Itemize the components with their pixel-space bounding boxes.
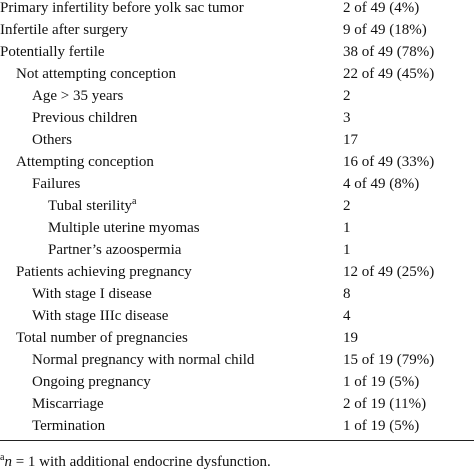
row-label: Normal pregnancy with normal child	[32, 350, 254, 370]
row-label-text: Age > 35 years	[32, 88, 124, 104]
row-label-text: Total number of pregnancies	[16, 330, 188, 346]
row-value: 38 of 49 (78%)	[343, 44, 435, 60]
row-label-text: Tubal sterility	[48, 198, 133, 214]
row-label-text: Miscarriage	[32, 396, 104, 412]
row-label-text: Normal pregnancy with normal child	[32, 352, 255, 368]
row-label-text: Attempting conception	[16, 154, 154, 170]
row-label-text: Patients achieving pregnancy	[16, 264, 192, 280]
row-label: Ongoing pregnancy	[32, 372, 151, 392]
row-label-text: With stage IIIc disease	[32, 308, 169, 324]
row-value: 4 of 49 (8%)	[343, 176, 420, 192]
row-label-text: Termination	[32, 418, 106, 434]
footnote-marker: a	[0, 452, 5, 463]
row-value: 3	[343, 110, 351, 126]
row-value: 2 of 49 (4%)	[343, 0, 420, 16]
row-label: Partner’s azoospermia	[48, 240, 181, 260]
row-label: Primary infertility before yolk sac tumo…	[0, 0, 244, 18]
row-label: Failures	[32, 174, 80, 194]
row-label: With stage I disease	[32, 284, 152, 304]
row-label: Potentially fertile	[0, 42, 105, 62]
row-value: 15 of 19 (79%)	[343, 352, 435, 368]
row-label: Termination	[32, 416, 105, 436]
row-label: Not attempting conception	[16, 64, 176, 84]
row-label: Multiple uterine myomas	[48, 218, 200, 238]
row-label: Tubal sterilitya	[48, 196, 137, 216]
row-label-text: Others	[32, 132, 72, 148]
row-label: Previous children	[32, 108, 137, 128]
row-label-marker: a	[132, 196, 137, 207]
row-value: 1 of 19 (5%)	[343, 418, 420, 434]
row-label-text: Infertile after surgery	[0, 22, 128, 38]
row-value: 16 of 49 (33%)	[343, 154, 435, 170]
row-label-text: Partner’s azoospermia	[48, 242, 182, 258]
row-label: Others	[32, 130, 72, 150]
row-label-text: With stage I disease	[32, 286, 152, 302]
row-value: 9 of 49 (18%)	[343, 22, 427, 38]
row-label-text: Previous children	[32, 110, 138, 126]
row-value: 1	[343, 242, 351, 258]
row-value: 1 of 19 (5%)	[343, 374, 420, 390]
row-label: With stage IIIc disease	[32, 306, 168, 326]
row-value: 2 of 19 (11%)	[343, 396, 427, 412]
row-value: 2	[343, 88, 351, 104]
row-label-text: Primary infertility before yolk sac tumo…	[0, 0, 244, 16]
row-value: 12 of 49 (25%)	[343, 264, 435, 280]
row-label: Miscarriage	[32, 394, 104, 414]
row-value: 4	[343, 308, 351, 324]
footnote-text: = 1 with additional endocrine dysfunctio…	[15, 454, 271, 470]
row-label: Attempting conception	[16, 152, 154, 172]
row-label-text: Potentially fertile	[0, 44, 105, 60]
row-label-text: Multiple uterine myomas	[48, 220, 200, 236]
row-value: 1	[343, 220, 351, 236]
row-label-text: Failures	[32, 176, 81, 192]
row-value: 19	[343, 330, 358, 346]
row-value: 2	[343, 198, 351, 214]
row-label-text: Not attempting conception	[16, 66, 176, 82]
row-label: Patients achieving pregnancy	[16, 262, 192, 282]
row-value: 8	[343, 286, 351, 302]
row-value: 17	[343, 132, 358, 148]
row-label: Age > 35 years	[32, 86, 123, 106]
row-value: 22 of 49 (45%)	[343, 66, 435, 82]
table-rule	[0, 440, 474, 441]
footnote-variable: n	[4, 454, 12, 470]
row-label: Total number of pregnancies	[16, 328, 188, 348]
footnote: an = 1 with additional endocrine dysfunc…	[0, 452, 271, 472]
row-label: Infertile after surgery	[0, 20, 128, 40]
row-label-text: Ongoing pregnancy	[32, 374, 151, 390]
